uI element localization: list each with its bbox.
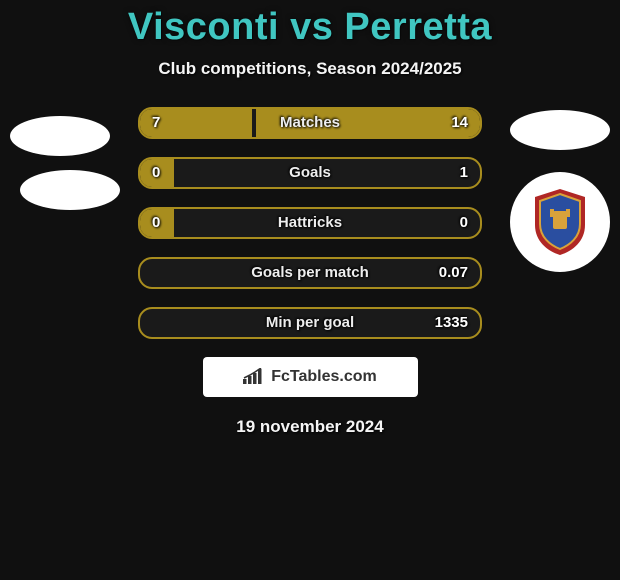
shield-icon: [531, 187, 589, 257]
subtitle: Club competitions, Season 2024/2025: [0, 59, 620, 79]
stat-label: Min per goal: [140, 309, 480, 337]
page-title: Visconti vs Perretta: [0, 0, 620, 49]
stat-label: Matches: [140, 109, 480, 137]
generation-date: 19 november 2024: [0, 417, 620, 437]
stat-row: 0Goals1: [138, 157, 482, 189]
stat-row: Min per goal1335: [138, 307, 482, 339]
stat-value-right: 0: [460, 209, 468, 237]
team-b-logo-2: [510, 172, 610, 272]
stat-row: 0Hattricks0: [138, 207, 482, 239]
stat-label: Goals per match: [140, 259, 480, 287]
stat-value-right: 1: [460, 159, 468, 187]
stat-label: Goals: [140, 159, 480, 187]
stat-value-right: 1335: [435, 309, 468, 337]
stat-row: Goals per match0.07: [138, 257, 482, 289]
stat-value-right: 14: [451, 109, 468, 137]
comparison-card: Visconti vs Perretta Club competitions, …: [0, 0, 620, 580]
team-a-logo-2: [20, 170, 120, 270]
team-b-club-badge: [510, 172, 610, 272]
stat-label: Hattricks: [140, 209, 480, 237]
stat-value-right: 0.07: [439, 259, 468, 287]
bar-chart-icon: [243, 368, 265, 386]
brand-footer[interactable]: FcTables.com: [203, 357, 418, 397]
brand-label: FcTables.com: [271, 368, 377, 386]
stat-row: 7Matches14: [138, 107, 482, 139]
